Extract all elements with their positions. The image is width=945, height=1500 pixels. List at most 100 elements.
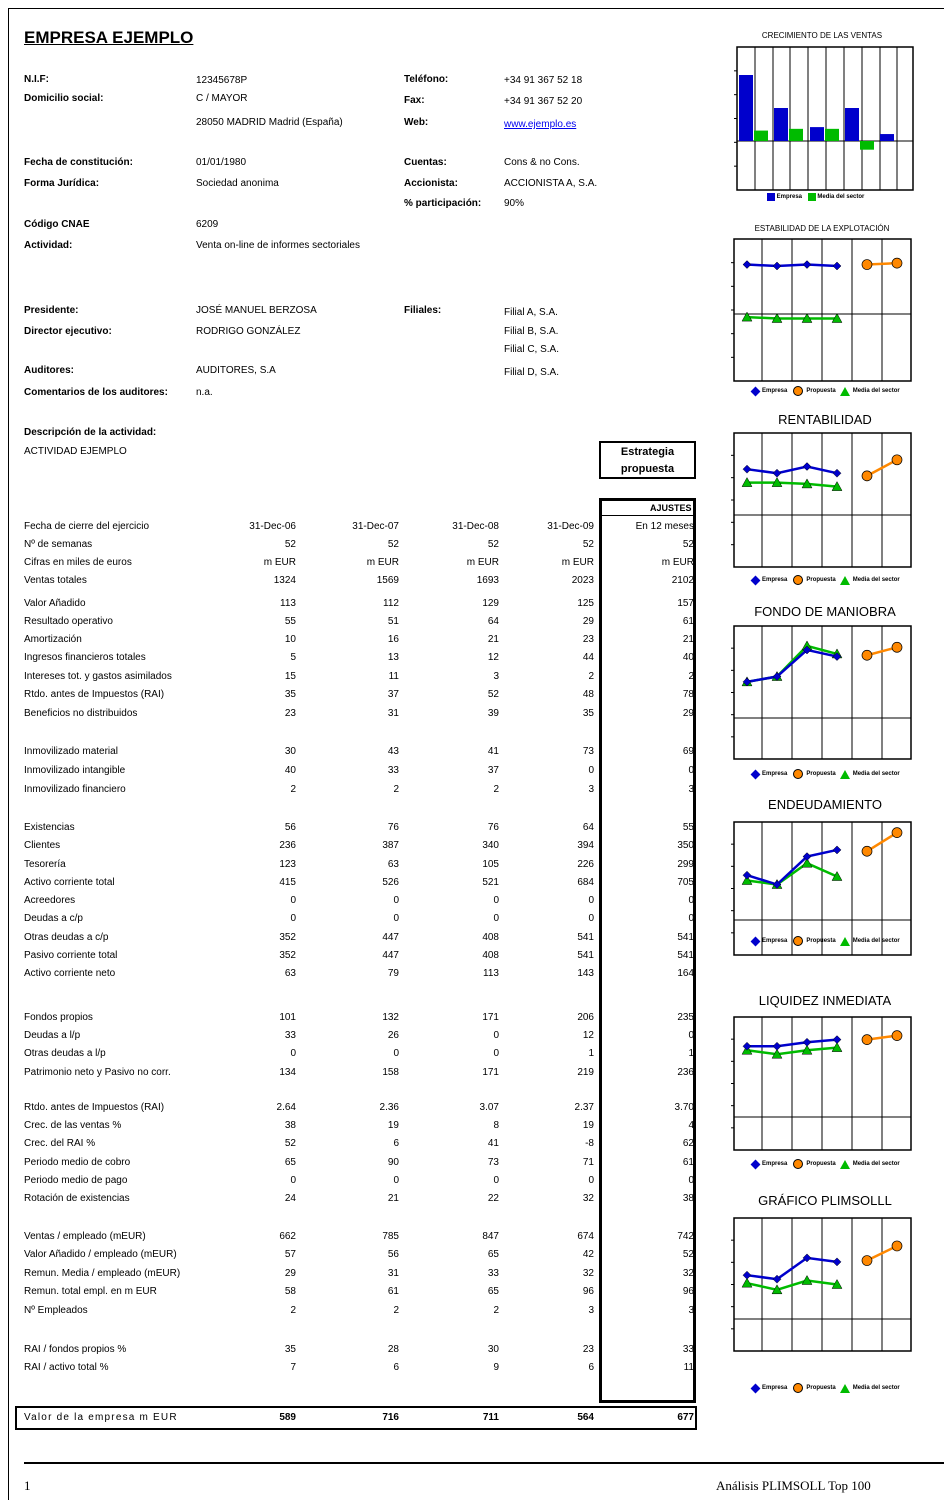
- row-label: Otras deudas a l/p: [24, 1048, 106, 1059]
- web-link[interactable]: www.ejemplo.es: [504, 119, 577, 130]
- forma-value: Sociedad anonima: [196, 178, 279, 189]
- web-label: Web:: [404, 117, 429, 128]
- cell-value: m EUR: [466, 557, 499, 568]
- row-label: Inmovilizado intangible: [24, 765, 126, 776]
- cell-value: 65: [487, 1249, 499, 1260]
- comentarios-value: n.a.: [196, 387, 213, 398]
- row-label: Beneficios no distribuidos: [24, 708, 138, 719]
- series-media-marker: [831, 1042, 843, 1052]
- cell-value: 0: [688, 913, 694, 924]
- cell-value: 101: [279, 1012, 296, 1023]
- row-label: Rtdo. antes de Impuestos (RAI): [24, 689, 165, 700]
- cell-value: 0: [290, 1175, 296, 1186]
- fecha-value: 01/01/1980: [196, 157, 247, 168]
- cell-value: 0: [688, 1030, 694, 1041]
- cell-value: 1569: [376, 575, 399, 586]
- legend-triangle-icon: [839, 386, 850, 396]
- cell-value: 3.07: [479, 1102, 499, 1113]
- cell-value: 96: [582, 1286, 594, 1297]
- cell-value: 31-Dec-08: [452, 521, 499, 532]
- cell-value: 58: [284, 1286, 296, 1297]
- valor-empresa-value: 711: [482, 1412, 499, 1423]
- cell-value: 521: [482, 877, 499, 888]
- series-media-marker: [801, 313, 813, 323]
- cell-value: 21: [387, 1193, 399, 1204]
- cell-value: 30: [284, 746, 296, 757]
- cell-value: 132: [382, 1012, 399, 1023]
- cell-value: 16: [387, 634, 399, 645]
- cell-value: 3: [493, 671, 499, 682]
- cell-value: 35: [582, 708, 594, 719]
- cell-value: 32: [682, 1268, 694, 1279]
- series-empresa-marker: [772, 1274, 782, 1284]
- cell-value: 2: [588, 671, 594, 682]
- cell-value: 0: [688, 895, 694, 906]
- cell-value: En 12 meses: [635, 521, 694, 532]
- cell-value: 1324: [273, 575, 296, 586]
- series-empresa-marker: [742, 1041, 752, 1051]
- row-label: Intereses tot. y gastos asimilados: [24, 671, 172, 682]
- legend-empresa-text: Empresa: [762, 1161, 788, 1167]
- cell-value: 31-Dec-07: [352, 521, 399, 532]
- cell-value: 10: [284, 634, 296, 645]
- filial-item: Filial D, S.A.: [504, 367, 560, 378]
- cell-value: 37: [387, 689, 399, 700]
- series-propuesta-marker: [891, 827, 903, 838]
- series-propuesta-marker: [861, 649, 873, 661]
- cell-value: 29: [284, 1268, 296, 1279]
- row-label: Activo corriente total: [24, 877, 115, 888]
- cell-value: 65: [487, 1286, 499, 1297]
- legend-propuesta-text: Propuesta: [806, 771, 836, 777]
- series-empresa-marker: [772, 672, 782, 681]
- fecha-label: Fecha de constitución:: [24, 157, 133, 168]
- cell-value: 71: [582, 1157, 594, 1168]
- cell-value: 674: [577, 1231, 594, 1242]
- cell-value: 31: [387, 1268, 399, 1279]
- series-empresa-marker: [802, 260, 812, 269]
- cell-value: 0: [493, 913, 499, 924]
- cell-value: 55: [682, 822, 694, 833]
- cell-value: 31: [387, 708, 399, 719]
- cell-value: 1: [588, 1048, 594, 1059]
- cell-value: 2: [688, 671, 694, 682]
- bar-empresa: [739, 75, 753, 141]
- series-media-marker: [741, 311, 753, 322]
- row-label: Otras deudas a c/p: [24, 932, 109, 943]
- cell-value: 662: [279, 1231, 296, 1242]
- forma-label: Forma Jurídica:: [24, 178, 100, 189]
- cell-value: 0: [493, 895, 499, 906]
- series-empresa-marker: [802, 1253, 812, 1263]
- row-label: Pasivo corriente total: [24, 950, 118, 961]
- line-legend: Empresa Propuesta Media del sector: [750, 769, 900, 779]
- bar-media: [789, 128, 803, 141]
- cell-value: 171: [482, 1067, 499, 1078]
- cell-value: 52: [284, 539, 296, 550]
- row-label: Deudas a c/p: [24, 913, 83, 924]
- row-label: Amortización: [24, 634, 82, 645]
- cell-value: 0: [393, 1048, 399, 1059]
- cell-value: 0: [493, 1048, 499, 1059]
- cell-value: 105: [482, 859, 499, 870]
- nif-label: N.I.F:: [24, 74, 49, 85]
- cell-value: 15: [284, 671, 296, 682]
- legend-triangle-icon: [839, 1383, 850, 1393]
- cell-value: 52: [582, 539, 594, 550]
- cell-value: 33: [284, 1030, 296, 1041]
- legend-diamond-icon: [750, 936, 761, 946]
- row-label: Acreedores: [24, 895, 76, 906]
- cell-value: 61: [682, 1157, 694, 1168]
- cell-value: 742: [677, 1231, 694, 1242]
- row-label: Fecha de cierre del ejercicio: [24, 521, 150, 532]
- presidente-label: Presidente:: [24, 305, 79, 316]
- cell-value: 0: [393, 1175, 399, 1186]
- cell-value: 541: [677, 950, 694, 961]
- cell-value: 19: [387, 1120, 399, 1131]
- telefono-value: +34 91 367 52 18: [504, 75, 583, 86]
- cell-value: 21: [487, 634, 499, 645]
- cell-value: 236: [279, 840, 296, 851]
- series-empresa-marker: [772, 261, 782, 271]
- nif-value: 12345678P: [196, 75, 248, 86]
- series-empresa-line: [746, 648, 838, 684]
- legend-circle-icon: [793, 769, 804, 779]
- cell-value: 299: [677, 859, 694, 870]
